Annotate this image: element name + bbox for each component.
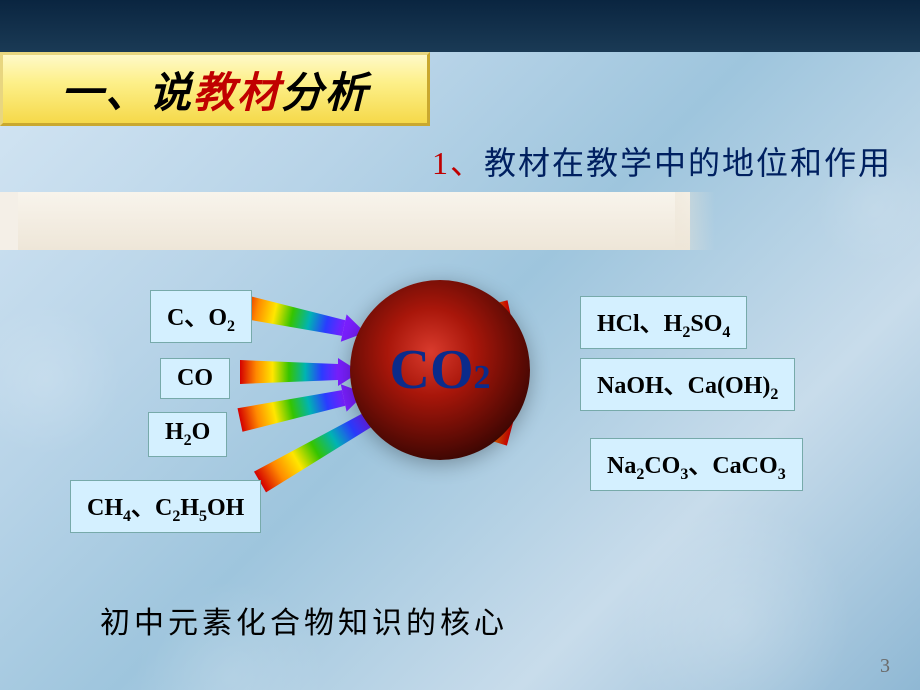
center-label-main: CO [390,338,474,402]
subtitle-text: 教材在教学中的地位和作用 [484,145,892,181]
chem-box-co: CO [160,358,230,399]
page-number: 3 [880,655,890,678]
rainbow-arrow-body-co [240,360,338,384]
decorative-band [0,192,690,250]
subtitle-number: 1、 [432,145,484,181]
rainbow-arrow-body-h2o [238,390,346,432]
center-label-sub: 2 [474,359,491,397]
title-seg-4: 分析 [281,59,369,120]
subtitle: 1、教材在教学中的地位和作用 [432,138,892,184]
main-title-box: 一、 说 教材 分析 [0,52,430,126]
rainbow-arrow-body-c-o2 [238,294,346,336]
chem-box-naoh: NaOH、Ca(OH)2 [580,358,795,411]
concept-diagram: CO2 C、O2COH2OCH4、C2H5OHHCl、H2SO4NaOH、Ca(… [0,260,920,590]
chem-box-hcl: HCl、H2SO4 [580,296,747,349]
title-seg-1: 一、 [61,59,149,120]
chem-box-ch4: CH4、C2H5OH [70,480,261,533]
title-seg-3: 教材 [193,59,281,120]
center-label: CO2 [390,338,491,402]
bottom-caption: 初中元素化合物知识的核心 [100,598,508,642]
chem-box-h2o: H2O [148,412,227,457]
chem-box-c-o2: C、O2 [150,290,252,343]
chem-box-na2co3: Na2CO3、CaCO3 [590,438,803,491]
top-dark-bar [0,0,920,52]
center-node-co2: CO2 [350,280,530,460]
title-seg-2: 说 [149,59,193,120]
